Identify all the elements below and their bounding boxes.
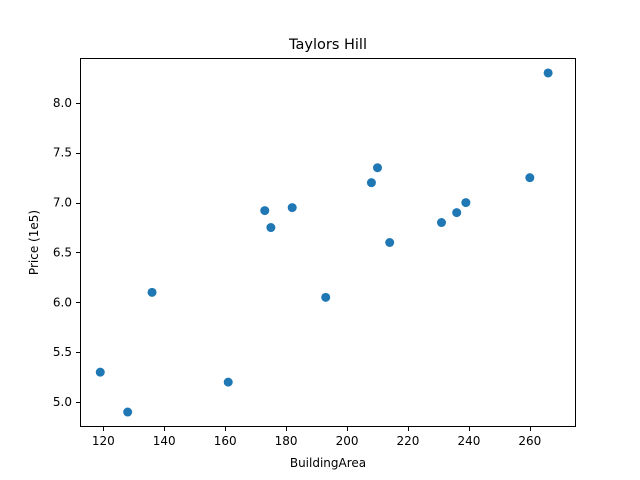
data-point bbox=[373, 163, 383, 173]
y-axis-label: Price (1e5) bbox=[27, 210, 41, 275]
y-tick-label: 5.5 bbox=[53, 345, 72, 359]
y-tick-label: 6.5 bbox=[53, 245, 72, 259]
data-point bbox=[287, 203, 297, 213]
x-tick-label: 200 bbox=[336, 434, 359, 448]
data-point bbox=[543, 68, 553, 78]
y-tick-label: 8.0 bbox=[53, 96, 72, 110]
data-point bbox=[436, 218, 446, 228]
chart-title: Taylors Hill bbox=[288, 37, 367, 53]
data-point bbox=[525, 173, 535, 183]
y-tick-label: 7.0 bbox=[53, 196, 72, 210]
data-point bbox=[452, 208, 462, 218]
x-tick-label: 260 bbox=[518, 434, 541, 448]
data-point bbox=[223, 377, 233, 387]
x-tick-label: 220 bbox=[397, 434, 420, 448]
data-point bbox=[147, 287, 157, 297]
data-point bbox=[95, 367, 105, 377]
x-tick-label: 120 bbox=[92, 434, 115, 448]
plot-area bbox=[80, 58, 576, 427]
x-tick-label: 160 bbox=[214, 434, 237, 448]
data-point bbox=[266, 223, 276, 233]
data-points bbox=[95, 68, 553, 417]
data-point bbox=[461, 198, 471, 208]
y-tick-label: 6.0 bbox=[53, 295, 72, 309]
x-tick-label: 140 bbox=[153, 434, 176, 448]
data-point bbox=[366, 178, 376, 188]
x-axis-label: BuildingArea bbox=[290, 456, 366, 470]
x-tick-label: 180 bbox=[275, 434, 298, 448]
x-axis-ticks: 120 140 160 180 200 220 240 260 bbox=[92, 427, 541, 448]
y-axis-ticks: 5.0 5.5 6.0 6.5 7.0 7.5 8.0 bbox=[53, 96, 80, 409]
data-point bbox=[321, 292, 331, 302]
data-point bbox=[260, 206, 270, 216]
y-tick-label: 7.5 bbox=[53, 146, 72, 160]
plot-frame bbox=[80, 58, 576, 427]
data-point bbox=[123, 407, 133, 417]
y-tick-label: 5.0 bbox=[53, 395, 72, 409]
x-tick-label: 240 bbox=[457, 434, 480, 448]
data-point bbox=[385, 238, 395, 247]
